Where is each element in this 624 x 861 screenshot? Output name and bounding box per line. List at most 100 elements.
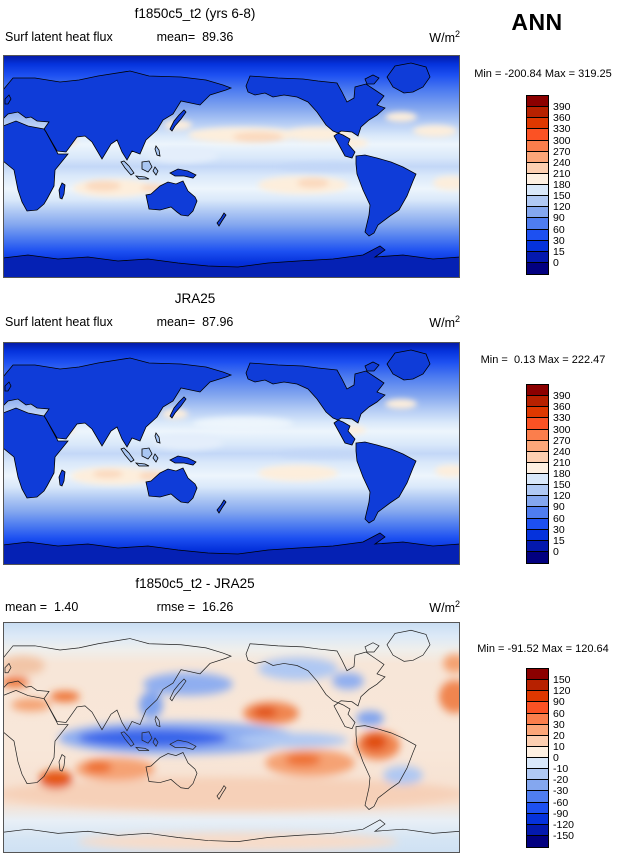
colorbar-cell bbox=[527, 780, 548, 792]
colorbar-tick-label: 180 bbox=[553, 468, 571, 480]
colorbar-tick-label: 300 bbox=[553, 134, 571, 147]
colorbar-cell bbox=[527, 835, 548, 847]
colorbar-tick-label: 360 bbox=[553, 401, 571, 414]
map-frame bbox=[3, 622, 460, 853]
season-label: ANN bbox=[511, 9, 563, 35]
panel3-colorbar: 150 120 90 60 30 20 10 0 -10 -20 -30 -60 -90 -120 -150 bbox=[526, 668, 616, 848]
colorbar-tick-label: 360 bbox=[553, 112, 571, 125]
colorbar-cell bbox=[527, 218, 548, 230]
colorbar-tick-label: 210 bbox=[553, 167, 571, 180]
colorbar-tick-label: 0 bbox=[553, 752, 559, 764]
colorbar-cell bbox=[527, 802, 548, 814]
colorbar-tick-label: 90 bbox=[553, 212, 565, 225]
panel2-variable-label: Surf latent heat flux bbox=[5, 315, 113, 329]
colorbar-tick-label: 0 bbox=[553, 545, 559, 558]
colorbar-cell bbox=[527, 440, 548, 452]
colorbar-tick-label: -90 bbox=[553, 807, 569, 820]
colorbar-tick-label: -150 bbox=[553, 829, 575, 842]
colorbar-cell bbox=[527, 746, 548, 758]
colorbar-tick-label: 270 bbox=[553, 434, 571, 447]
map-model-flux bbox=[3, 55, 460, 278]
colorbar-tick-label: 10 bbox=[553, 740, 565, 753]
colorbar-cell bbox=[527, 207, 548, 219]
colorbar-tick-label: 60 bbox=[553, 707, 565, 720]
colorbar-tick-label: 30 bbox=[553, 523, 565, 536]
colorbar-cell bbox=[527, 713, 548, 725]
panel2-colorbar: 390 360 330 300 270 240 210 180 150 120 90 60 30 15 0 bbox=[526, 384, 616, 564]
colorbar-tick-label: 20 bbox=[553, 729, 565, 742]
colorbar-tick-label: 150 bbox=[553, 190, 571, 203]
colorbar-tick-label: 60 bbox=[553, 223, 565, 236]
colorbar-cell bbox=[527, 107, 548, 119]
panel1-units-label: W/m2 bbox=[429, 29, 460, 46]
colorbar-tick-label: 120 bbox=[553, 201, 571, 214]
colorbar-cell bbox=[527, 162, 548, 174]
colorbar-cell bbox=[527, 407, 548, 419]
colorbar-cell bbox=[527, 151, 548, 163]
colorbar-tick-label: 15 bbox=[553, 245, 565, 258]
colorbar-cell bbox=[527, 485, 548, 497]
colorbar-cell bbox=[527, 240, 548, 252]
colorbar-tick-label: 30 bbox=[553, 234, 565, 247]
panel1-mean-value: mean= 89.36 bbox=[156, 30, 234, 44]
colorbar-cells bbox=[526, 384, 549, 564]
colorbar-cell bbox=[527, 173, 548, 185]
panel3-rmse-value: rmse = 16.26 bbox=[156, 600, 234, 614]
panel1-title: f1850c5_t2 (yrs 6-8) bbox=[134, 6, 256, 21]
colorbar-cell bbox=[527, 758, 548, 770]
panel1-variable-label: Surf latent heat flux bbox=[5, 30, 113, 44]
colorbar-cell bbox=[527, 474, 548, 486]
colorbar-tick-label: 300 bbox=[553, 423, 571, 436]
colorbar-tick-label: 150 bbox=[553, 674, 571, 687]
map-difference bbox=[3, 622, 460, 853]
colorbar-cell bbox=[527, 429, 548, 441]
colorbar-tick-label: 240 bbox=[553, 156, 571, 169]
colorbar-tick-label: 390 bbox=[553, 390, 571, 403]
panel1-minmax: Min = -200.84 Max = 319.25 bbox=[474, 68, 612, 80]
colorbar-tick-label: -10 bbox=[553, 763, 569, 776]
colorbar-cells bbox=[526, 95, 549, 275]
colorbar-tick-label: 90 bbox=[553, 696, 565, 709]
colorbar-tick-label: 0 bbox=[553, 256, 559, 269]
panel2-mean-value: mean= 87.96 bbox=[156, 315, 234, 329]
colorbar-cell bbox=[527, 724, 548, 736]
colorbar-cell bbox=[527, 462, 548, 474]
colorbar-tick-label: 90 bbox=[553, 501, 565, 514]
colorbar-cell bbox=[527, 185, 548, 197]
colorbar-tick-label: 330 bbox=[553, 412, 571, 425]
panel3-minmax: Min = -91.52 Max = 120.64 bbox=[477, 643, 609, 655]
colorbar-tick-label: 150 bbox=[553, 479, 571, 492]
colorbar-cell bbox=[527, 262, 548, 274]
colorbar-cell bbox=[527, 735, 548, 747]
colorbar-cell bbox=[527, 507, 548, 519]
colorbar-tick-label: 240 bbox=[553, 445, 571, 458]
colorbar-tick-label: 60 bbox=[553, 512, 565, 525]
map-frame bbox=[3, 55, 460, 278]
colorbar-cell bbox=[527, 229, 548, 241]
panel3-mean-value: mean = 1.40 bbox=[5, 600, 79, 614]
colorbar-cell bbox=[527, 251, 548, 263]
colorbar-tick-label: 120 bbox=[553, 490, 571, 503]
colorbar-cell bbox=[527, 396, 548, 408]
colorbar-tick-label: -60 bbox=[553, 796, 569, 809]
colorbar-cell bbox=[527, 691, 548, 703]
colorbar-cell bbox=[527, 118, 548, 130]
colorbar-cell bbox=[527, 518, 548, 530]
panel2-title: JRA25 bbox=[174, 291, 216, 306]
colorbar-tick-label: -30 bbox=[553, 785, 569, 798]
colorbar-tick-label: -120 bbox=[553, 818, 575, 831]
colorbar-cell bbox=[527, 451, 548, 463]
colorbar-tick-label: 30 bbox=[553, 718, 565, 731]
colorbar-cell bbox=[527, 551, 548, 563]
panel2-units-label: W/m2 bbox=[429, 314, 460, 331]
colorbar-cell bbox=[527, 385, 548, 397]
colorbar-tick-label: -20 bbox=[553, 774, 569, 787]
colorbar-tick-label: 15 bbox=[553, 534, 565, 547]
colorbar-cell bbox=[527, 96, 548, 108]
colorbar-cell bbox=[527, 418, 548, 430]
colorbar-tick-label: 120 bbox=[553, 685, 571, 698]
colorbar-cell bbox=[527, 129, 548, 141]
panel3-title: f1850c5_t2 - JRA25 bbox=[135, 576, 255, 591]
map-frame bbox=[3, 342, 460, 565]
